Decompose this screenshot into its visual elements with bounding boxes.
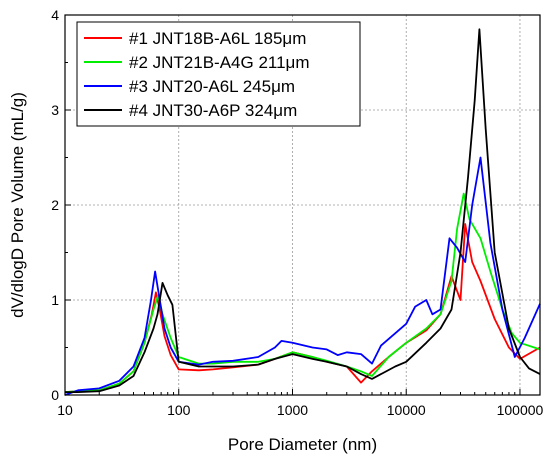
- y-tick-label: 3: [51, 102, 59, 118]
- x-axis-title: Pore Diameter (nm): [228, 435, 377, 454]
- series-line-2: [64, 192, 541, 393]
- legend-label-4: #4 JNT30-A6P 324μm: [129, 101, 297, 120]
- axis-ticks: [64, 14, 521, 396]
- legend-label-1: #1 JNT18B-A6L 185μm: [129, 29, 306, 48]
- y-tick-label: 2: [51, 197, 59, 213]
- x-tick-label: 1000: [277, 402, 308, 418]
- series-line-1: [64, 223, 541, 393]
- x-tick-label: 10: [57, 402, 73, 418]
- legend-label-2: #2 JNT21B-A4G 211μm: [129, 53, 310, 72]
- x-tick-label: 100: [167, 402, 191, 418]
- legend-label-3: #3 JNT20-A6L 245μm: [129, 77, 295, 96]
- legend-box: [76, 21, 361, 127]
- y-tick-label: 0: [51, 387, 59, 403]
- series-layer: [64, 28, 541, 396]
- y-tick-label: 4: [51, 7, 59, 23]
- legend: #1 JNT18B-A6L 185μm #2 JNT21B-A4G 211μm #3…: [76, 21, 361, 127]
- tick-labels: 10 100 1000 10000 100000 0 1 2 3 4: [51, 7, 543, 418]
- x-tick-label: 100000: [497, 402, 544, 418]
- y-tick-label: 1: [51, 292, 59, 308]
- series-line-4: [65, 28, 541, 393]
- series-line-3: [64, 156, 541, 396]
- y-axis-title: dV/dlogD Pore Volume (mL/g): [8, 92, 27, 318]
- x-tick-label: 10000: [387, 402, 426, 418]
